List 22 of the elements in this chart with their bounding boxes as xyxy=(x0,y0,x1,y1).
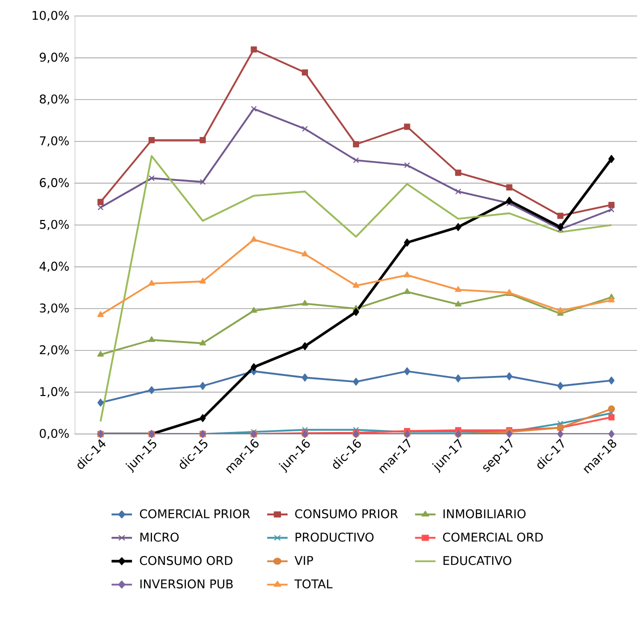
legend-label: COMERCIAL PRIOR xyxy=(140,509,250,518)
y-tick-label: 2,0% xyxy=(40,345,69,356)
y-tick-label: 10,0% xyxy=(32,10,69,22)
y-tick-label: 6,0% xyxy=(40,178,69,188)
legend-label: INVERSION PUB xyxy=(140,579,233,588)
y-tick-label: 4,0% xyxy=(40,262,69,272)
y-tick-label: 9,0% xyxy=(40,52,69,63)
legend-label: INMOBILIARIO xyxy=(444,509,526,518)
legend-label: TOTAL xyxy=(294,579,332,588)
legend-label: CONSUMO ORD xyxy=(140,556,232,566)
legend-label: PRODUCTIVO xyxy=(296,532,374,542)
y-tick-label: 1,0% xyxy=(40,387,69,398)
legend-label: VIP xyxy=(294,556,314,565)
legend-label: COMERCIAL ORD xyxy=(443,532,543,542)
legend-label: CONSUMO PRIOR xyxy=(295,509,398,518)
y-tick-label: 3,0% xyxy=(40,303,69,314)
legend-label: EDUCATIVO xyxy=(444,556,512,566)
legend-label: MICRO xyxy=(140,532,179,542)
y-tick-label: 5,0% xyxy=(40,220,69,230)
y-tick-label: 7,0% xyxy=(40,136,69,147)
y-tick-label: 0,0% xyxy=(40,428,69,440)
y-tick-label: 8,0% xyxy=(40,94,69,105)
